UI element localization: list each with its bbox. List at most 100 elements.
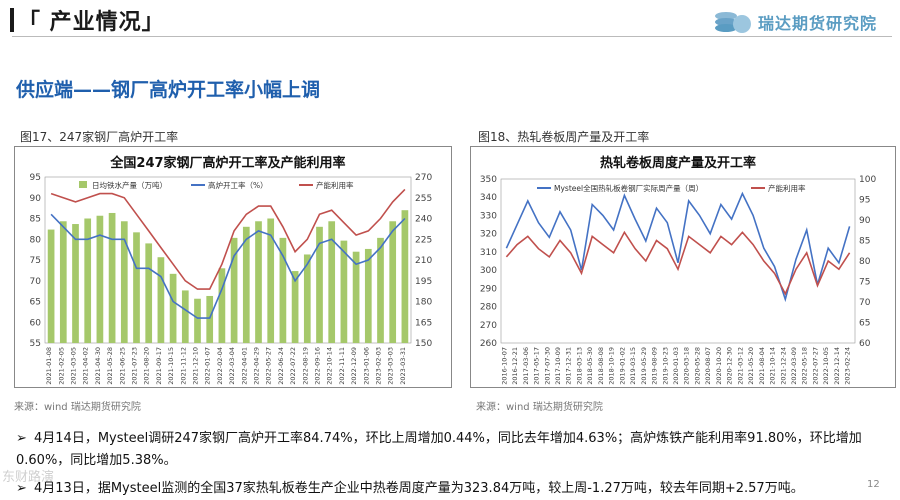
y-right-tick-label: 150 [415,339,432,349]
bar-14 [218,268,226,343]
x-tick-label: 2023-02-03 [375,347,383,385]
x-tick-label: 2019-03-15 [629,347,637,385]
x-tick-label: 2021-04-02 [82,347,90,385]
legend-swatch-0 [79,181,87,188]
series-line-1 [505,230,851,296]
bar-16 [242,226,250,343]
x-tick-label: 2022-12-09 [350,347,358,385]
x-tick-label: 2022-04-01 [240,347,248,385]
figure-18-source: 来源：wind 瑞达期货研究院 [476,402,603,413]
x-tick-label: 2022-07-22 [289,347,297,385]
blast-furnace-chart: 全国247家钢厂高炉开工率及产能利用率 55 60 65 70 75 80 85 90 95 150… [30,155,433,385]
y-right-tick-label: 255 [415,194,432,204]
y-left-tick-label: 80 [30,235,42,245]
bar-11 [181,290,189,343]
series-line-1 [50,213,406,319]
y-right-tick-label: 90 [859,216,871,226]
x-tick-label: 2018-08-08 [597,347,605,385]
series-line-2 [50,188,406,290]
y-left-tick-label: 270 [480,321,497,331]
bullet-arrow-icon: ➢ [16,431,27,446]
x-tick-label: 2022-03-09 [790,347,798,385]
x-tick-label: 2020-12-30 [726,347,734,385]
figure-17-caption: 图17、247家钢厂高炉开工率 [20,130,179,144]
legend-label-0: 日均铁水产量（万吨） [92,180,167,190]
bar-24 [340,240,348,343]
bar-10 [169,273,177,343]
x-tick-label: 2017-03-06 [522,347,530,385]
x-tick-label: 2022-08-19 [301,347,309,385]
coins-logo-icon [715,12,751,33]
y-right-tick-label: 225 [415,235,432,245]
bar-5 [108,212,116,343]
bar-18 [267,218,275,343]
x-tick-label: 2021-04-30 [94,347,102,385]
series-line-0 [505,191,851,303]
bar-22 [316,226,323,343]
bullet-point-1: ➢ 4月14日，Mysteel调研247家钢厂高炉开工率84.74%，环比上周增加… [16,428,886,472]
x-tick-label: 2021-01-08 [45,347,53,385]
hot-rolled-chart: 热轧卷板周度产量及开工率 260 270 280 290 300 310 320 330 340 3… [480,155,877,385]
plot-area [500,178,856,344]
legend-label-1: 产能利用率 [768,183,806,193]
y-right-tick-label: 180 [415,298,432,308]
x-tick-label: 2021-03-12 [736,347,744,385]
bar-15 [230,237,238,343]
x-tick-label: 2023-02-24 [844,347,852,385]
chart-title: 热轧卷板周度产量及开工率 [600,155,756,171]
x-tick-label: 2022-09-16 [314,347,322,385]
bullet-text-1: 4月14日，Mysteel调研247家钢厂高炉开工率84.74%，环比上周增加0… [16,431,862,468]
plot-area [44,176,412,344]
legend-label-0: Mysteel全国热轧板卷钢厂实际周产量（周） [554,183,703,193]
x-tick-label: 2021-06-25 [118,347,126,385]
x-tick-label: 2018-03-13 [575,347,583,385]
y-right-tick-label: 80 [859,257,871,267]
x-tick-label: 2017-07-30 [543,347,551,385]
bullet-arrow-icon: ➢ [16,481,27,496]
bar-25 [352,251,360,343]
figure-17-source: 来源：wind 瑞达期货研究院 [14,402,141,413]
bar-20 [291,271,299,343]
company-logo [715,12,751,33]
header-accent-bar [10,8,14,32]
x-tick-label: 2021-08-20 [143,347,151,385]
y-left-tick-label: 290 [480,284,497,294]
bar-7 [133,232,140,343]
y-left-tick-label: 310 [480,248,497,258]
x-tick-label: 2021-10-15 [167,347,175,385]
y-right-tick-label: 85 [859,237,870,247]
y-right-tick-label: 210 [415,256,432,266]
chart-panel-hot-rolled: 热轧卷板周度产量及开工率 260 270 280 290 300 310 320 330 340 3… [470,146,896,388]
bar-6 [120,221,128,343]
bullet-point-2: ➢ 4月13日，据Mysteel监测的全国37家热轧板卷生产企业中热卷周度产量为3… [16,478,886,500]
bar-3 [84,218,92,343]
page-number: 12 [867,479,880,490]
x-tick-label: 2022-01-07 [204,347,212,385]
x-tick-label: 2019-05-29 [640,347,648,385]
x-tick-label: 2021-09-17 [155,347,163,385]
x-tick-label: 2021-12-24 [779,347,787,385]
bar-12 [194,298,201,343]
y-left-tick-label: 55 [30,339,41,349]
y-left-tick-label: 330 [480,211,497,221]
y-left-tick-label: 300 [480,266,497,276]
x-tick-label: 2021-05-28 [106,347,114,385]
y-left-tick-label: 60 [30,318,42,328]
bar-28 [389,221,397,343]
x-tick-label: 2021-07-23 [131,347,139,385]
y-left-tick-label: 95 [30,173,41,183]
x-tick-label: 2022-11-11 [338,347,346,385]
legend-label-1: 高炉开工率（%） [208,180,268,190]
bar-23 [328,221,336,343]
x-tick-label: 2020-01-03 [672,347,680,385]
y-left-tick-label: 340 [480,193,497,203]
y-left-tick-label: 70 [30,277,42,287]
logo-text: 瑞达期货研究院 [758,14,878,33]
x-tick-label: 2019-08-09 [651,347,659,385]
x-tick-label: 2022-04-29 [253,347,261,385]
bar-21 [303,254,311,343]
x-tick-label: 2021-12-10 [192,347,200,385]
figure-18-caption: 图18、热轧卷板周产量及开工率 [478,130,650,144]
x-tick-label: 2023-01-06 [362,347,370,385]
x-tick-label: 2017-05-17 [533,347,541,385]
